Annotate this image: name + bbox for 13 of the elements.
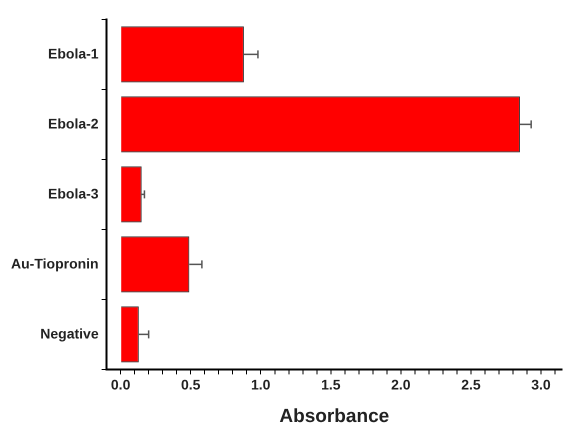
y-tick-label: Ebola-2: [48, 115, 99, 132]
x-tick-label: 1.0: [251, 376, 271, 393]
x-tick-label: 3.0: [531, 376, 551, 393]
x-axis-title: Absorbance: [279, 406, 390, 427]
x-tick-label: 0.5: [180, 376, 201, 393]
x-tick-label: 2.5: [461, 376, 481, 393]
y-tick-label: Ebola-3: [48, 185, 99, 202]
y-tick-label: Au-Tiopronin: [11, 255, 99, 272]
y-tick-label: Ebola-1: [48, 45, 99, 62]
x-tick-label: 1.5: [321, 376, 341, 393]
x-tick-label: 0.0: [110, 376, 131, 393]
x-tick-label: 2.0: [391, 376, 411, 393]
y-tick-label: Negative: [40, 325, 99, 342]
